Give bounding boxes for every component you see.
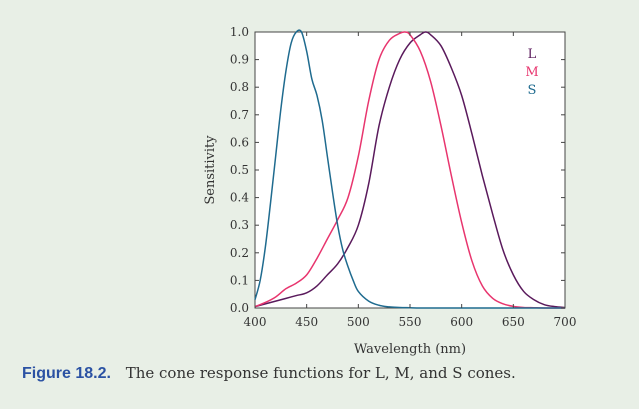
x-axis-title: Wavelength (nm) [354, 342, 466, 357]
x-tick-label: 600 [450, 315, 473, 329]
x-tick-label: 700 [554, 315, 577, 329]
x-tick-label: 650 [502, 315, 525, 329]
x-tick-label: 400 [244, 315, 267, 329]
x-tick-label: 450 [295, 315, 318, 329]
y-tick-label: 0.8 [230, 80, 249, 94]
x-tick-label: 550 [399, 315, 422, 329]
y-tick-label: 0.3 [230, 218, 249, 232]
y-tick-label: 0.9 [230, 53, 249, 67]
x-tick-label: 500 [347, 315, 370, 329]
ticks-layer: 400 450 500 550 600 650 700 0.0 0.1 0.2 0.3 0.4 0.5 0… [230, 25, 577, 329]
plot-frame [254, 31, 566, 309]
y-tick-label: 0.0 [230, 301, 249, 315]
legend-entry-M: M [525, 65, 538, 80]
legend-entry-L: L [528, 47, 537, 62]
y-tick-label: 0.5 [230, 163, 249, 177]
y-tick-label: 0.1 [230, 273, 249, 287]
series-line-L [254, 31, 566, 309]
y-axis-title: Sensitivity [203, 135, 218, 205]
figure-number: Figure 18.2. [22, 365, 111, 382]
figure-caption: Figure 18.2. The cone response functions… [22, 364, 516, 383]
y-tick-label: 0.7 [230, 108, 249, 122]
y-tick-label: 1.0 [230, 25, 249, 39]
series-line-M [254, 31, 565, 309]
y-tick-label: 0.2 [230, 246, 249, 260]
y-tick-label: 0.4 [230, 191, 249, 205]
legend: LMS [525, 47, 538, 98]
y-tick-label: 0.6 [230, 135, 249, 149]
caption-text: The cone response functions for L, M, an… [125, 364, 516, 382]
legend-entry-S: S [528, 83, 537, 98]
